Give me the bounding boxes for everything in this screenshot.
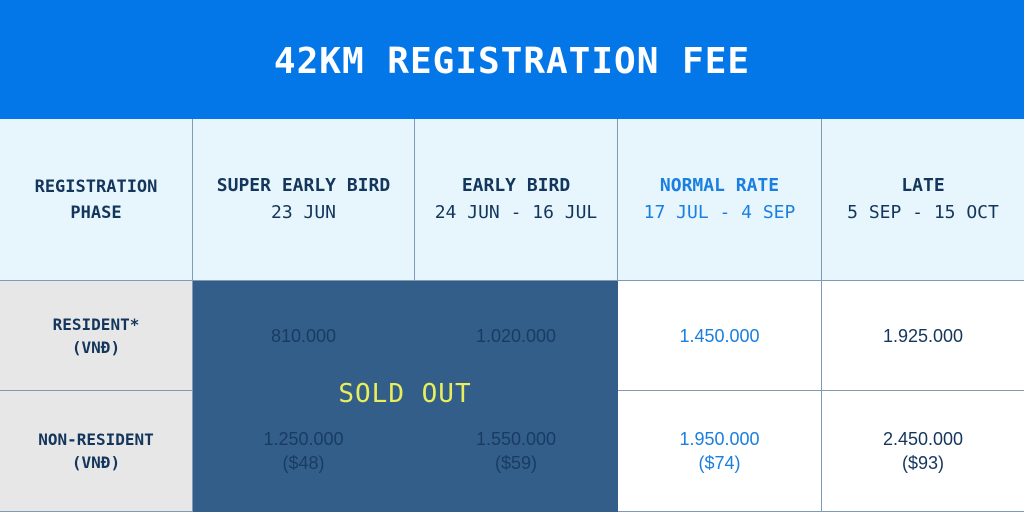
phase-dates: 5 SEP - 15 OCT: [847, 201, 999, 223]
phase-header-late: LATE 5 SEP - 15 OCT: [822, 119, 1024, 281]
price-cell-resident-super-early-bird: 810.000: [193, 281, 415, 391]
phase-label-line-1: REGISTRATION: [34, 176, 158, 197]
phase-name: NORMAL RATE: [659, 174, 780, 196]
price-vnd: 1.550.000: [475, 429, 557, 449]
phase-header-normal-rate: NORMAL RATE 17 JUL - 4 SEP: [618, 119, 822, 281]
phase-label-line-2: PHASE: [70, 202, 122, 223]
phase-dates: 23 JUN: [270, 201, 337, 223]
price-vnd: 1.250.000: [263, 429, 344, 449]
phase-name: LATE: [901, 174, 945, 196]
price-cell-non-resident-normal-rate: 1.950.000 ($74): [618, 391, 822, 512]
price-cell-resident-early-bird: 1.020.000: [415, 281, 618, 391]
price-cell-non-resident-early-bird: 1.550.000 ($59): [415, 391, 618, 512]
row-label-non-resident: NON-RESIDENT (VNĐ): [0, 391, 193, 512]
phase-name: EARLY BIRD: [461, 174, 571, 196]
fee-table: REGISTRATION PHASE SUPER EARLY BIRD 23 J…: [0, 119, 1024, 512]
price-cell-resident-normal-rate: 1.450.000: [618, 281, 822, 391]
price-usd: ($74): [698, 453, 741, 473]
page-title: 42KM REGISTRATION FEE: [273, 41, 751, 82]
page-header: 42KM REGISTRATION FEE: [0, 0, 1024, 119]
price-vnd: 2.450.000: [882, 429, 964, 449]
row-label-line-1: NON-RESIDENT: [38, 430, 154, 449]
price-vnd: 1.950.000: [679, 429, 760, 449]
phase-dates: 17 JUL - 4 SEP: [643, 201, 796, 223]
price-vnd: 1.925.000: [882, 325, 964, 346]
row-label-resident: RESIDENT* (VNĐ): [0, 281, 193, 391]
price-vnd: 1.450.000: [679, 325, 760, 346]
price-usd: ($93): [901, 453, 945, 473]
row-label-line-2: (VNĐ): [71, 337, 121, 357]
price-cell-non-resident-super-early-bird: 1.250.000 ($48): [193, 391, 415, 512]
price-cell-resident-late: 1.925.000: [822, 281, 1024, 391]
price-usd: ($59): [494, 453, 538, 473]
price-vnd: 810.000: [270, 325, 337, 346]
phase-label-cell: REGISTRATION PHASE: [0, 119, 193, 281]
price-cell-non-resident-late: 2.450.000 ($93): [822, 391, 1024, 512]
row-label-line-1: RESIDENT*: [52, 314, 140, 334]
row-label-line-2: (VNĐ): [71, 453, 121, 472]
price-vnd: 1.020.000: [475, 325, 557, 346]
phase-header-super-early-bird: SUPER EARLY BIRD 23 JUN: [193, 119, 415, 281]
phase-name: SUPER EARLY BIRD: [216, 174, 391, 196]
phase-dates: 24 JUN - 16 JUL: [434, 201, 598, 223]
phase-header-early-bird: EARLY BIRD 24 JUN - 16 JUL: [415, 119, 618, 281]
sold-out-label: SOLD OUT: [338, 379, 472, 409]
price-usd: ($48): [282, 453, 325, 473]
